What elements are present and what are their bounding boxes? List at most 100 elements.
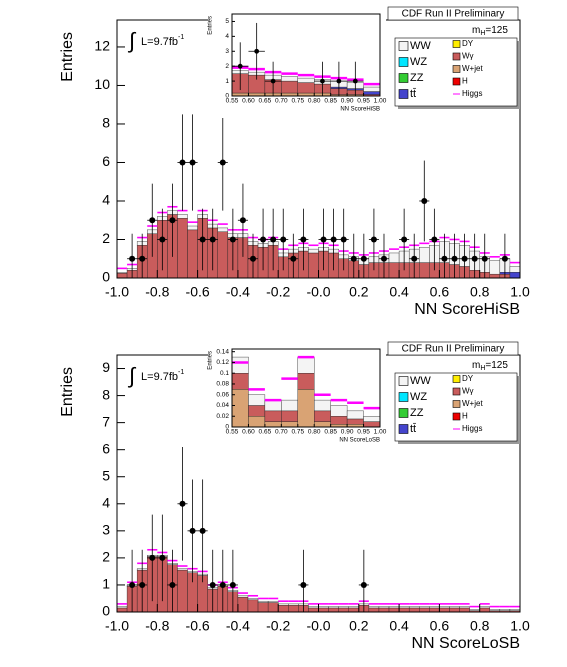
stack-segment [187, 229, 198, 279]
x-tick-label: 0.8 [470, 284, 490, 300]
data-point [129, 255, 136, 262]
y-tick-label: 0.06 [216, 391, 229, 398]
x-axis-title: NN ScoreHiSB [340, 107, 380, 113]
stack-segment [247, 599, 259, 613]
data-point [239, 217, 246, 224]
mass-text: m [472, 25, 480, 36]
experiment-label: CDF Run II Preliminary [402, 344, 505, 355]
x-axis-title: NN ScoreLoSB [412, 635, 521, 652]
stack-segment [187, 225, 198, 231]
stack-segment [469, 609, 480, 611]
x-tick-label: 0.95 [357, 429, 370, 436]
data-point [169, 217, 176, 224]
stack-segment [408, 606, 420, 609]
stack-segment [419, 262, 430, 279]
experiment-box [387, 6, 519, 21]
data-point [219, 159, 226, 166]
stack-segment [116, 606, 128, 609]
stack-segment [177, 218, 188, 279]
stack-segment [328, 607, 339, 613]
stack-segment [439, 607, 450, 613]
x-tick-label: 0.90 [341, 429, 354, 436]
stack-segment [368, 606, 380, 609]
lumi-sup: -1 [178, 34, 184, 41]
x-tick-label: 0.60 [242, 98, 255, 105]
x-tick-label: 0.4 [389, 618, 409, 634]
data-point [350, 255, 357, 262]
x-tick-label: -1.0 [105, 618, 129, 634]
mass-rest: =125 [485, 25, 508, 36]
stack-segment [346, 418, 364, 425]
y-tick-label: 0 [102, 269, 110, 285]
data-point [229, 236, 236, 243]
stack-segment [308, 606, 319, 609]
integral-sign: ∫ [127, 28, 137, 53]
legend-label: DY [462, 39, 474, 48]
x-tick-label: 0.90 [341, 98, 354, 105]
data-point [300, 236, 307, 243]
y-tick-label: 0.12 [216, 359, 229, 366]
x-tick-label: 0.4 [389, 284, 409, 300]
stack-segment [116, 607, 128, 613]
data-point [139, 255, 146, 262]
legend-swatch [452, 40, 461, 48]
data-point [149, 554, 156, 561]
data-point [219, 581, 226, 588]
y-tick-label: 7 [102, 413, 110, 429]
experiment-box [387, 341, 519, 356]
data-point [481, 255, 488, 262]
legend-swatch [398, 392, 409, 402]
stack-segment [419, 607, 430, 613]
plot-frame [231, 13, 381, 97]
y-tick-label: 3 [102, 522, 110, 538]
legend-swatch [398, 41, 409, 51]
y-tick-label: 0.1 [220, 370, 229, 377]
legend-swatch [452, 400, 461, 408]
x-tick-label: -0.6 [186, 284, 210, 300]
stack-segment [318, 607, 329, 613]
stack-segment [439, 606, 450, 609]
stack-segment [237, 596, 249, 613]
stack-segment [267, 600, 279, 603]
data-point [159, 554, 166, 561]
x-tick-label: -1.0 [105, 284, 129, 300]
data-point [441, 255, 448, 262]
stack-segment [363, 91, 381, 95]
stack-segment [264, 410, 282, 422]
x-tick-label: 0.80 [308, 98, 321, 105]
stack-segment [449, 606, 460, 609]
legend-label: WW [410, 40, 431, 52]
legend-label: W+jet [462, 64, 483, 73]
stack-segment [281, 399, 298, 412]
x-axis-title: NN ScoreLoSB [339, 438, 380, 444]
x-tick-label: 0.2 [349, 618, 369, 634]
data-point [250, 255, 257, 262]
stack-segment [248, 405, 266, 417]
stack-segment [177, 568, 188, 571]
x-tick-label: 0.70 [275, 429, 288, 436]
stack-segment [363, 416, 381, 422]
x-tick-label: 0.55 [226, 98, 239, 105]
stack-segment [281, 80, 298, 94]
stack-segment [281, 76, 298, 82]
x-tick-label: -0.2 [266, 618, 290, 634]
mass-label: mH=125 [472, 360, 508, 372]
stack-segment [489, 609, 501, 611]
stack-segment [346, 410, 364, 420]
stack-segment [278, 605, 289, 613]
stack-segment [231, 356, 249, 374]
legend-label: Wγ [462, 52, 474, 61]
stack-segment [499, 609, 511, 611]
legend-swatch [398, 73, 409, 83]
legend-label: H [462, 77, 468, 86]
stack-segment [429, 606, 440, 609]
data-point [139, 581, 146, 588]
data-point [169, 581, 176, 588]
stack-segment [328, 606, 339, 609]
mass-sub: H [480, 365, 485, 372]
stack-segment [363, 421, 381, 428]
stack-segment [388, 262, 400, 279]
stack-segment [297, 82, 315, 94]
stack-segment [177, 214, 188, 219]
